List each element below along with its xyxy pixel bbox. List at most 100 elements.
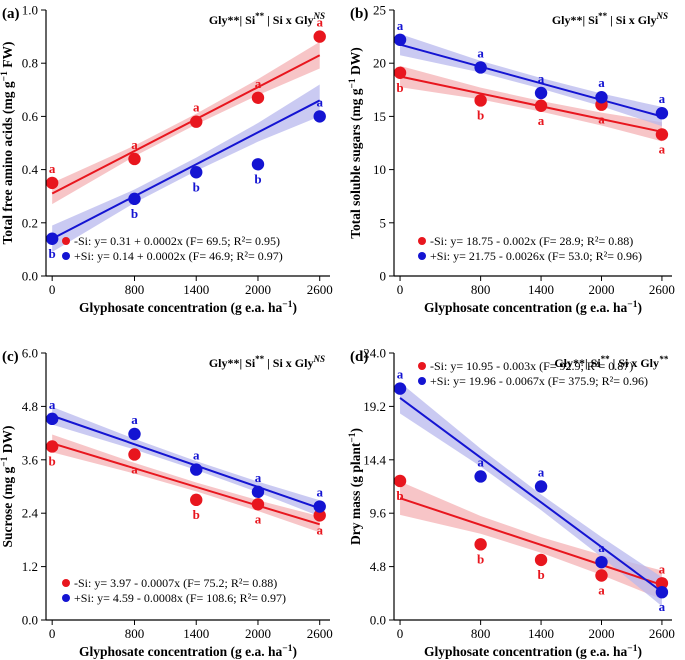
- data-point-+Si: [655, 107, 669, 120]
- legend-entry-+Si: +Si: y= 19.96 - 0.0067x (F= 375.9; R²= 0…: [430, 374, 648, 388]
- y-tick-label: 3.6: [22, 452, 39, 467]
- y-tick-label: 0.6: [22, 109, 39, 124]
- data-point-+Si: [534, 480, 548, 493]
- data-point-+Si: [595, 91, 608, 104]
- legend-entry-+Si: +Si: y= 4.59 - 0.0008x (F= 108.6; R²= 0.…: [74, 591, 286, 605]
- significance-letter--Si: a: [538, 113, 545, 128]
- significance-letter--Si: b: [193, 507, 200, 522]
- data-point--Si: [393, 66, 407, 79]
- data-point-+Si: [313, 110, 326, 123]
- regression-line--Si: [399, 497, 663, 586]
- legend-marker-+Si: [418, 252, 426, 260]
- x-tick-label: 2600: [649, 626, 675, 641]
- data-point--Si: [45, 440, 59, 453]
- data-point-+Si: [128, 192, 141, 206]
- data-point-+Si: [45, 232, 59, 245]
- data-point--Si: [474, 94, 487, 107]
- data-point-+Si: [45, 412, 59, 426]
- legend-entry--Si: -Si: y= 10.95 - 0.003x (F= 92.9; R²= 0.8…: [430, 359, 633, 373]
- significance-letter--Si: a: [49, 161, 56, 176]
- legend-marker--Si: [418, 362, 426, 370]
- significance-letter-+Si: a: [131, 412, 138, 427]
- panel-d: b b b a a a a a a a 0.0 4.8 9.6 14.4 19.2 24.0 0 800 1400 2…: [348, 346, 675, 660]
- significance-letter--Si: a: [131, 137, 138, 152]
- y-tick-label: 2.4: [22, 506, 39, 521]
- x-tick-label: 1400: [528, 626, 554, 641]
- legend-marker--Si: [62, 579, 70, 587]
- data-point-+Si: [190, 463, 203, 476]
- data-point-+Si: [251, 485, 265, 499]
- significance-letter--Si: b: [49, 453, 56, 468]
- y-tick-label: 0.0: [22, 269, 38, 284]
- y-tick-label: 24.0: [363, 346, 386, 361]
- confidence-band-+Si: [52, 84, 320, 253]
- regression-line--Si: [51, 54, 321, 195]
- legend-entry--Si: -Si: y= 0.31 + 0.0002x (F= 69.5; R²= 0.9…: [74, 234, 280, 248]
- significance-letter-+Si: a: [397, 18, 404, 33]
- x-tick-label: 2000: [245, 282, 271, 297]
- significance-letter-+Si: a: [49, 397, 56, 412]
- significance-letter-+Si: a: [255, 470, 262, 485]
- data-point-+Si: [595, 555, 608, 569]
- x-tick-label: 0: [397, 282, 404, 297]
- significance-letter-+Si: a: [477, 454, 484, 469]
- x-tick-label: 800: [125, 626, 145, 641]
- significance-letter-+Si: a: [193, 448, 200, 463]
- x-tick-label: 2600: [307, 282, 333, 297]
- regression-line--Si: [399, 75, 663, 133]
- significance-letter-+Si: a: [659, 599, 666, 614]
- y-tick-label: 10: [373, 162, 386, 177]
- y-tick-label: 25: [373, 3, 386, 18]
- significance-letter-+Si: a: [538, 71, 545, 86]
- y-tick-label: 0.0: [22, 613, 38, 628]
- data-point-+Si: [474, 470, 487, 483]
- significance-letter-+Si: a: [598, 540, 605, 555]
- y-tick-label: 0.4: [22, 162, 39, 177]
- data-point--Si: [313, 509, 326, 522]
- significance-letter-+Si: a: [598, 75, 605, 90]
- data-point--Si: [190, 115, 203, 128]
- significance-letter-+Si: a: [397, 367, 404, 382]
- x-axis-label: Glyphosate concentration (g e.a. ha−1): [79, 644, 297, 659]
- panel-a: a a a a a b b b b a 0.0 0.2 0.4 0.6 0.8 1.0 0 800 1400 2000…: [0, 3, 333, 316]
- legend-entry--Si: -Si: y= 3.97 - 0.0007x (F= 75.2; R²= 0.8…: [74, 576, 277, 590]
- significance-letter-+Si: a: [538, 465, 545, 480]
- x-tick-label: 2600: [307, 626, 333, 641]
- panel-label: (d): [350, 349, 368, 365]
- significance-letter--Si: a: [131, 461, 138, 476]
- y-tick-label: 6.0: [22, 346, 38, 361]
- significance-letter-+Si: a: [659, 91, 666, 106]
- x-tick-label: 1400: [183, 626, 209, 641]
- panel-label: (b): [350, 6, 368, 22]
- y-tick-label: 0.8: [22, 56, 38, 71]
- legend-marker-+Si: [418, 377, 426, 385]
- data-point--Si: [45, 176, 59, 190]
- confidence-band--Si: [52, 41, 320, 205]
- significance-letter-+Si: a: [316, 485, 323, 500]
- y-tick-label: 5: [380, 215, 387, 230]
- legend-marker-+Si: [62, 594, 70, 602]
- data-point-+Si: [534, 86, 548, 100]
- significance-letter--Si: a: [659, 141, 666, 156]
- y-tick-label: 4.8: [22, 399, 38, 414]
- panel-b: b b a a a a a a a a 0 5 10 15 20 25 0 800 1400 2000 2600 Glyp…: [348, 3, 675, 316]
- data-point-+Si: [128, 427, 141, 441]
- significance-letter-+Si: a: [477, 45, 484, 60]
- data-point--Si: [655, 128, 669, 141]
- y-tick-label: 0.0: [370, 613, 386, 628]
- significance-letter--Si: a: [598, 112, 605, 127]
- x-axis-label: Glyphosate concentration (g e.a. ha−1): [79, 300, 297, 315]
- y-axis-label: Dry mass (g plant−1): [348, 428, 363, 545]
- regression-line-+Si: [51, 99, 321, 240]
- data-point-+Si: [251, 158, 265, 171]
- data-point--Si: [128, 152, 141, 166]
- legend-entry-+Si: +Si: y= 21.75 - 0.0026x (F= 53.0; R²= 0.…: [430, 249, 642, 263]
- x-tick-label: 1400: [528, 282, 554, 297]
- significance-letter-+Si: b: [254, 171, 261, 186]
- y-tick-label: 0.2: [22, 215, 38, 230]
- legend-entry--Si: -Si: y= 18.75 - 0.002x (F= 28.9; R²= 0.8…: [430, 234, 633, 248]
- x-axis-label: Glyphosate concentration (g e.a. ha−1): [424, 644, 642, 659]
- y-axis-label: Sucrose (mg g−1 DW): [0, 425, 15, 547]
- data-point--Si: [251, 498, 265, 511]
- x-tick-label: 2000: [588, 626, 614, 641]
